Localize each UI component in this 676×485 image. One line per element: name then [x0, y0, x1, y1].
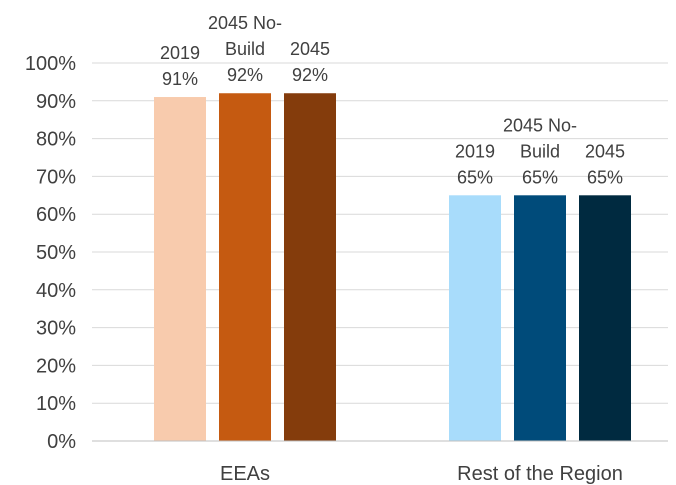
- bar-value-label: 65%: [587, 167, 623, 187]
- bar-value-label: 65%: [522, 167, 558, 187]
- y-tick-label: 100%: [25, 53, 76, 75]
- bar-value-label: 65%: [457, 167, 493, 187]
- bar-series-label: Build: [520, 141, 560, 161]
- y-tick-label: 70%: [36, 166, 76, 188]
- bar-series-label: 2045 No-: [208, 13, 282, 33]
- bar-series-label: Build: [225, 39, 265, 59]
- bar: [514, 195, 566, 441]
- bar: [219, 93, 271, 442]
- y-tick-label: 30%: [36, 318, 76, 340]
- x-category-label: EEAs: [220, 463, 270, 485]
- y-tick-label: 80%: [36, 129, 76, 151]
- bar-series-label: 2045 No-: [503, 115, 577, 135]
- bars: [154, 93, 631, 442]
- x-category-label: Rest of the Region: [457, 463, 623, 485]
- y-tick-label: 0%: [47, 431, 76, 453]
- y-tick-label: 20%: [36, 355, 76, 377]
- y-tick-label: 90%: [36, 91, 76, 113]
- data-labels: 2019 91% 2045 No- Build 92% 2045 92% 2019 65% 204…: [160, 13, 625, 187]
- bar-series-label: 2045: [290, 39, 330, 59]
- bar: [449, 195, 501, 441]
- bar-series-label: 2019: [160, 43, 200, 63]
- y-axis: 0% 10% 20% 30% 40% 50% 60% 70% 80% 90% 100%: [25, 53, 76, 453]
- bar: [284, 93, 336, 442]
- y-tick-label: 40%: [36, 280, 76, 302]
- bar-value-label: 92%: [227, 65, 263, 85]
- y-tick-label: 10%: [36, 393, 76, 415]
- y-tick-label: 50%: [36, 242, 76, 264]
- bar: [579, 195, 631, 441]
- bar-series-label: 2045: [585, 141, 625, 161]
- bar: [154, 97, 206, 442]
- bar-series-label: 2019: [455, 141, 495, 161]
- y-tick-label: 60%: [36, 204, 76, 226]
- x-axis: EEAs Rest of the Region: [92, 440, 668, 485]
- bar-value-label: 92%: [292, 65, 328, 85]
- bar-value-label: 91%: [162, 69, 198, 89]
